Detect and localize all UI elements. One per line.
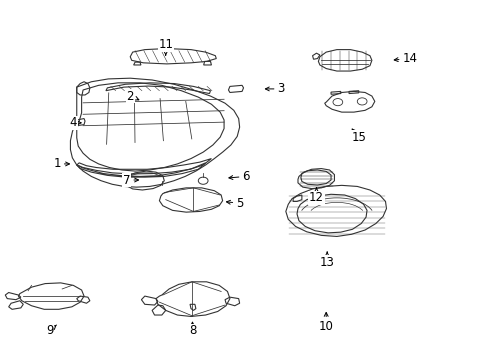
- Text: 2: 2: [126, 90, 139, 103]
- Text: 8: 8: [188, 322, 196, 337]
- Text: 15: 15: [350, 129, 366, 144]
- Text: 12: 12: [308, 188, 323, 204]
- Text: 7: 7: [123, 174, 138, 186]
- Text: 6: 6: [228, 170, 249, 183]
- Text: 10: 10: [318, 312, 333, 333]
- Text: 9: 9: [46, 324, 56, 337]
- Text: 3: 3: [265, 82, 284, 95]
- Text: 13: 13: [319, 252, 334, 269]
- Text: 14: 14: [393, 52, 416, 65]
- Text: 1: 1: [54, 157, 69, 170]
- Text: 11: 11: [158, 39, 173, 55]
- Text: 4: 4: [69, 116, 81, 129]
- Text: 5: 5: [226, 197, 243, 210]
